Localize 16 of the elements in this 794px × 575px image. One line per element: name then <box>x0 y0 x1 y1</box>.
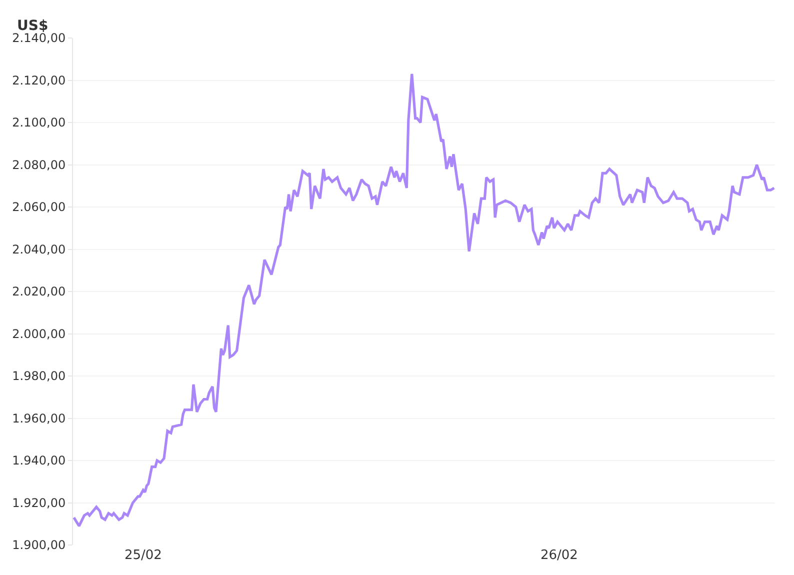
y-tick-label: 1.960,00 <box>12 411 66 426</box>
x-tick-label: 26/02 <box>540 548 578 563</box>
y-tick-label: 2.060,00 <box>12 200 66 214</box>
x-tick-label: 25/02 <box>124 548 162 563</box>
y-tick-label: 1.980,00 <box>12 369 66 384</box>
y-tick-label: 2.000,00 <box>12 326 66 341</box>
y-tick-label: 2.040,00 <box>12 242 66 256</box>
y-tick-label: 2.140,00 <box>12 31 66 46</box>
y-tick-label: 1.940,00 <box>12 454 66 468</box>
y-tick-label: 2.080,00 <box>12 158 66 172</box>
y-tick-label: 1.920,00 <box>12 496 66 510</box>
y-tick-label: 1.900,00 <box>12 538 66 552</box>
y-tick-label: 2.100,00 <box>12 116 66 130</box>
y-tick-label: 2.020,00 <box>12 284 66 299</box>
y-axis-title: US$ <box>17 18 48 34</box>
y-tick-label: 2.120,00 <box>12 73 66 88</box>
